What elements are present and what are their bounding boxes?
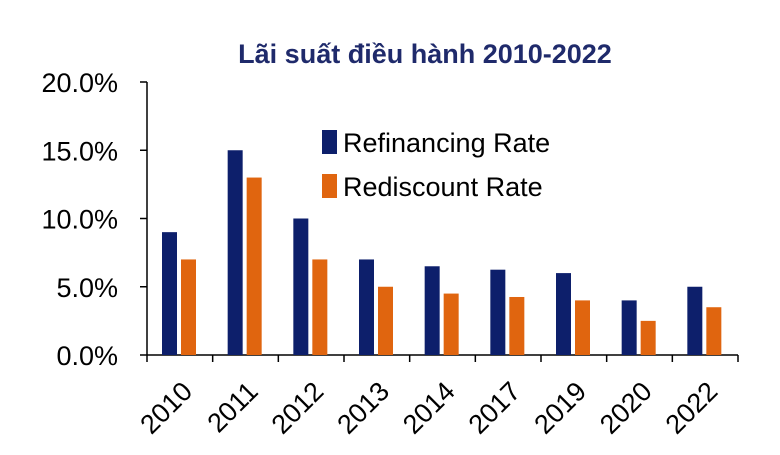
bar-rediscount-2017 — [509, 296, 525, 355]
legend-label: Refinancing Rate — [343, 128, 550, 158]
bar-rediscount-2012 — [312, 259, 328, 355]
y-tick-label: 5.0% — [56, 273, 118, 303]
bar-rediscount-2011 — [246, 177, 262, 355]
bar-refinancing-2014 — [424, 266, 440, 355]
bar-refinancing-2022 — [687, 286, 703, 355]
x-tick-label: 2010 — [134, 376, 198, 440]
x-tick-label: 2011 — [201, 376, 263, 438]
x-tick-label: 2013 — [331, 376, 395, 440]
x-tick-label: 2022 — [660, 376, 724, 440]
bar-refinancing-2017 — [490, 269, 506, 355]
x-tick-label: 2019 — [528, 376, 592, 440]
legend-label: Rediscount Rate — [343, 172, 543, 202]
bar-rediscount-2010 — [181, 259, 196, 355]
bars — [162, 150, 722, 355]
bar-rediscount-2022 — [706, 307, 722, 355]
y-axis: 0.0% 5.0% 10.0% 15.0% 20.0% — [41, 68, 148, 371]
y-tick-label: 15.0% — [41, 136, 118, 166]
bar-rediscount-2014 — [443, 293, 459, 355]
bar-refinancing-2019 — [556, 273, 571, 355]
bar-rediscount-2020 — [640, 320, 656, 355]
legend: Refinancing Rate Rediscount Rate — [322, 128, 550, 202]
x-axis: 2010 2011 2012 2013 2014 2017 2019 2020 2022 — [134, 354, 739, 440]
y-tick-label: 0.0% — [56, 341, 118, 371]
y-tick-label: 20.0% — [41, 68, 118, 98]
bar-rediscount-2019 — [575, 300, 590, 355]
y-tick-label: 10.0% — [41, 205, 118, 235]
bar-refinancing-2011 — [227, 150, 243, 355]
bar-rediscount-2013 — [378, 286, 393, 355]
x-tick-label: 2012 — [266, 376, 330, 440]
x-tick-label: 2014 — [397, 376, 461, 440]
legend-swatch — [322, 130, 337, 154]
bar-refinancing-2012 — [293, 218, 309, 355]
x-tick-label: 2017 — [463, 376, 527, 440]
chart-title: Lãi suất điều hành 2010-2022 — [238, 39, 612, 69]
bar-refinancing-2013 — [359, 259, 374, 355]
legend-swatch — [322, 174, 337, 198]
x-tick-label: 2020 — [594, 376, 658, 440]
bar-refinancing-2020 — [621, 300, 637, 355]
bar-refinancing-2010 — [162, 232, 177, 355]
